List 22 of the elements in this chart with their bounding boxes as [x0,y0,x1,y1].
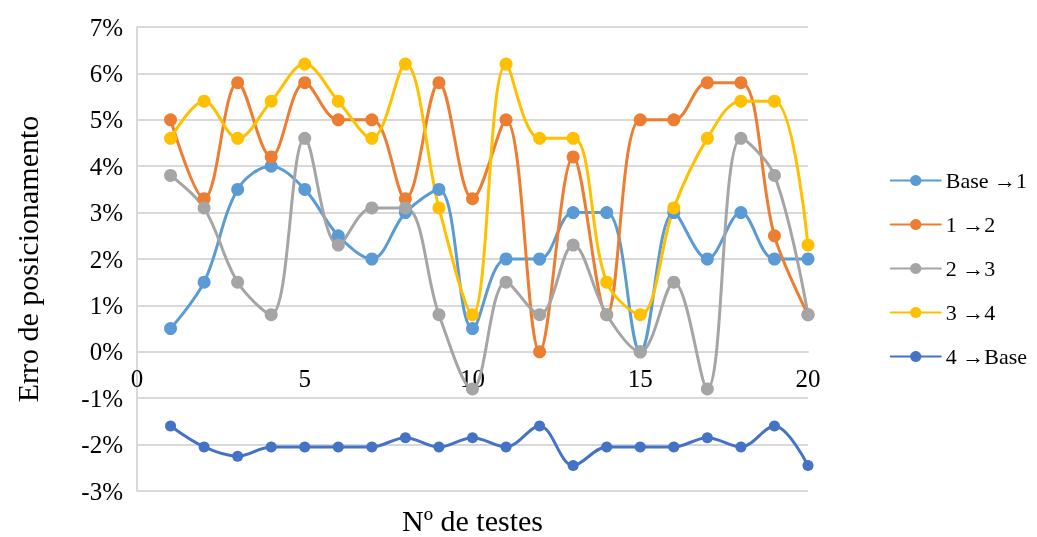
y-tick-label: 6% [89,59,123,87]
legend-label: 3 →4 [945,300,996,325]
y-tick-label: -1% [81,384,123,412]
legend-label: Base →1 [945,168,1027,193]
x-tick-label: 15 [627,364,653,392]
y-axis-title: Erro de posicionamento [10,115,44,403]
legend-label: 2 →3 [945,256,996,281]
y-tick-label: 0% [89,338,123,366]
legend-label: 1 →2 [945,212,996,237]
legend-label: 4 →Base [945,344,1027,369]
x-tick-label: 0 [130,364,144,392]
x-tick-label: 5 [298,364,311,392]
y-tick-label: 2% [89,245,123,273]
y-tick-label: 4% [89,152,123,180]
y-tick-label: -3% [81,477,123,505]
y-tick-label: 3% [89,199,123,227]
y-tick-label: 7% [89,13,123,41]
y-tick-label: -2% [81,431,123,459]
y-tick-label: 1% [89,291,123,319]
x-axis-title: Nº de testes [402,503,543,537]
x-tick-label: 20 [795,364,821,392]
y-tick-label: 5% [89,106,123,134]
